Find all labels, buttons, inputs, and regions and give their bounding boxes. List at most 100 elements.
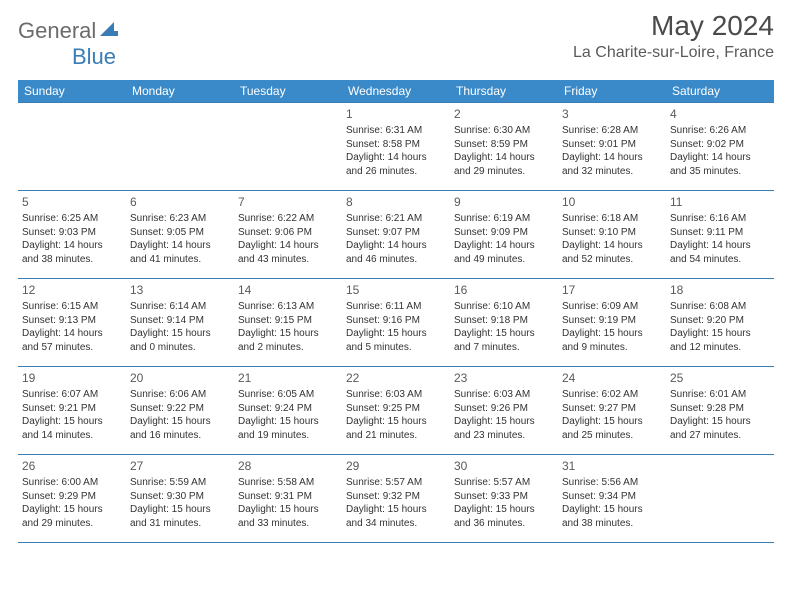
logo-word1: General [18,18,96,44]
daylight-text: Daylight: 14 hours and 35 minutes. [670,151,770,178]
weekday-header: Tuesday [234,80,342,103]
weekday-header: Saturday [666,80,774,103]
page-title: May 2024 [573,10,774,42]
sunset-text: Sunset: 9:34 PM [562,490,662,504]
sunset-text: Sunset: 9:20 PM [670,314,770,328]
daylight-text: Daylight: 15 hours and 7 minutes. [454,327,554,354]
sunrise-text: Sunrise: 6:05 AM [238,388,338,402]
day-number: 31 [562,458,662,474]
sunrise-text: Sunrise: 6:16 AM [670,212,770,226]
daylight-text: Daylight: 14 hours and 49 minutes. [454,239,554,266]
day-number: 21 [238,370,338,386]
daylight-text: Daylight: 14 hours and 43 minutes. [238,239,338,266]
weekday-header: Friday [558,80,666,103]
calendar-day-cell: 27Sunrise: 5:59 AMSunset: 9:30 PMDayligh… [126,455,234,543]
weekday-header: Wednesday [342,80,450,103]
sunrise-text: Sunrise: 6:13 AM [238,300,338,314]
daylight-text: Daylight: 15 hours and 36 minutes. [454,503,554,530]
calendar-week-row: 1Sunrise: 6:31 AMSunset: 8:58 PMDaylight… [18,103,774,191]
sunset-text: Sunset: 9:02 PM [670,138,770,152]
day-number: 1 [346,106,446,122]
daylight-text: Daylight: 14 hours and 52 minutes. [562,239,662,266]
calendar-body: 1Sunrise: 6:31 AMSunset: 8:58 PMDaylight… [18,103,774,543]
calendar-week-row: 19Sunrise: 6:07 AMSunset: 9:21 PMDayligh… [18,367,774,455]
calendar-day-cell: 2Sunrise: 6:30 AMSunset: 8:59 PMDaylight… [450,103,558,191]
sunrise-text: Sunrise: 5:58 AM [238,476,338,490]
sunset-text: Sunset: 9:28 PM [670,402,770,416]
calendar-day-cell: 16Sunrise: 6:10 AMSunset: 9:18 PMDayligh… [450,279,558,367]
day-number: 15 [346,282,446,298]
calendar-empty-cell [18,103,126,191]
sunset-text: Sunset: 9:18 PM [454,314,554,328]
daylight-text: Daylight: 15 hours and 31 minutes. [130,503,230,530]
sunset-text: Sunset: 9:03 PM [22,226,122,240]
calendar-day-cell: 4Sunrise: 6:26 AMSunset: 9:02 PMDaylight… [666,103,774,191]
daylight-text: Daylight: 15 hours and 29 minutes. [22,503,122,530]
day-number: 7 [238,194,338,210]
logo-word2: Blue [72,44,116,69]
calendar-day-cell: 11Sunrise: 6:16 AMSunset: 9:11 PMDayligh… [666,191,774,279]
day-number: 17 [562,282,662,298]
sunrise-text: Sunrise: 6:19 AM [454,212,554,226]
sunset-text: Sunset: 9:16 PM [346,314,446,328]
sunrise-text: Sunrise: 5:57 AM [454,476,554,490]
day-number: 9 [454,194,554,210]
calendar-header-row: SundayMondayTuesdayWednesdayThursdayFrid… [18,80,774,103]
sunset-text: Sunset: 9:25 PM [346,402,446,416]
day-number: 30 [454,458,554,474]
daylight-text: Daylight: 15 hours and 25 minutes. [562,415,662,442]
sunset-text: Sunset: 9:01 PM [562,138,662,152]
calendar-day-cell: 25Sunrise: 6:01 AMSunset: 9:28 PMDayligh… [666,367,774,455]
daylight-text: Daylight: 14 hours and 32 minutes. [562,151,662,178]
day-number: 28 [238,458,338,474]
calendar-day-cell: 6Sunrise: 6:23 AMSunset: 9:05 PMDaylight… [126,191,234,279]
day-number: 12 [22,282,122,298]
day-number: 3 [562,106,662,122]
day-number: 6 [130,194,230,210]
sunrise-text: Sunrise: 6:08 AM [670,300,770,314]
sunrise-text: Sunrise: 6:18 AM [562,212,662,226]
daylight-text: Daylight: 14 hours and 38 minutes. [22,239,122,266]
calendar-day-cell: 17Sunrise: 6:09 AMSunset: 9:19 PMDayligh… [558,279,666,367]
calendar-day-cell: 10Sunrise: 6:18 AMSunset: 9:10 PMDayligh… [558,191,666,279]
sunrise-text: Sunrise: 6:26 AM [670,124,770,138]
calendar-day-cell: 31Sunrise: 5:56 AMSunset: 9:34 PMDayligh… [558,455,666,543]
calendar-day-cell: 23Sunrise: 6:03 AMSunset: 9:26 PMDayligh… [450,367,558,455]
sunset-text: Sunset: 9:15 PM [238,314,338,328]
day-number: 8 [346,194,446,210]
daylight-text: Daylight: 14 hours and 46 minutes. [346,239,446,266]
sunset-text: Sunset: 9:33 PM [454,490,554,504]
calendar-day-cell: 20Sunrise: 6:06 AMSunset: 9:22 PMDayligh… [126,367,234,455]
sunrise-text: Sunrise: 5:56 AM [562,476,662,490]
sunrise-text: Sunrise: 6:10 AM [454,300,554,314]
daylight-text: Daylight: 15 hours and 5 minutes. [346,327,446,354]
sunset-text: Sunset: 8:59 PM [454,138,554,152]
daylight-text: Daylight: 14 hours and 26 minutes. [346,151,446,178]
sunrise-text: Sunrise: 6:02 AM [562,388,662,402]
daylight-text: Daylight: 15 hours and 14 minutes. [22,415,122,442]
sunset-text: Sunset: 9:29 PM [22,490,122,504]
daylight-text: Daylight: 15 hours and 33 minutes. [238,503,338,530]
sunrise-text: Sunrise: 6:22 AM [238,212,338,226]
sunrise-text: Sunrise: 6:14 AM [130,300,230,314]
calendar-day-cell: 29Sunrise: 5:57 AMSunset: 9:32 PMDayligh… [342,455,450,543]
calendar-day-cell: 7Sunrise: 6:22 AMSunset: 9:06 PMDaylight… [234,191,342,279]
calendar-day-cell: 22Sunrise: 6:03 AMSunset: 9:25 PMDayligh… [342,367,450,455]
sunset-text: Sunset: 9:07 PM [346,226,446,240]
sunset-text: Sunset: 9:27 PM [562,402,662,416]
calendar-day-cell: 5Sunrise: 6:25 AMSunset: 9:03 PMDaylight… [18,191,126,279]
calendar-empty-cell [234,103,342,191]
sunset-text: Sunset: 9:24 PM [238,402,338,416]
day-number: 19 [22,370,122,386]
sunrise-text: Sunrise: 6:15 AM [22,300,122,314]
calendar-empty-cell [126,103,234,191]
daylight-text: Daylight: 15 hours and 0 minutes. [130,327,230,354]
daylight-text: Daylight: 15 hours and 27 minutes. [670,415,770,442]
daylight-text: Daylight: 15 hours and 19 minutes. [238,415,338,442]
calendar-day-cell: 14Sunrise: 6:13 AMSunset: 9:15 PMDayligh… [234,279,342,367]
calendar-day-cell: 9Sunrise: 6:19 AMSunset: 9:09 PMDaylight… [450,191,558,279]
sunset-text: Sunset: 9:14 PM [130,314,230,328]
day-number: 22 [346,370,446,386]
sunrise-text: Sunrise: 5:59 AM [130,476,230,490]
sunset-text: Sunset: 9:32 PM [346,490,446,504]
